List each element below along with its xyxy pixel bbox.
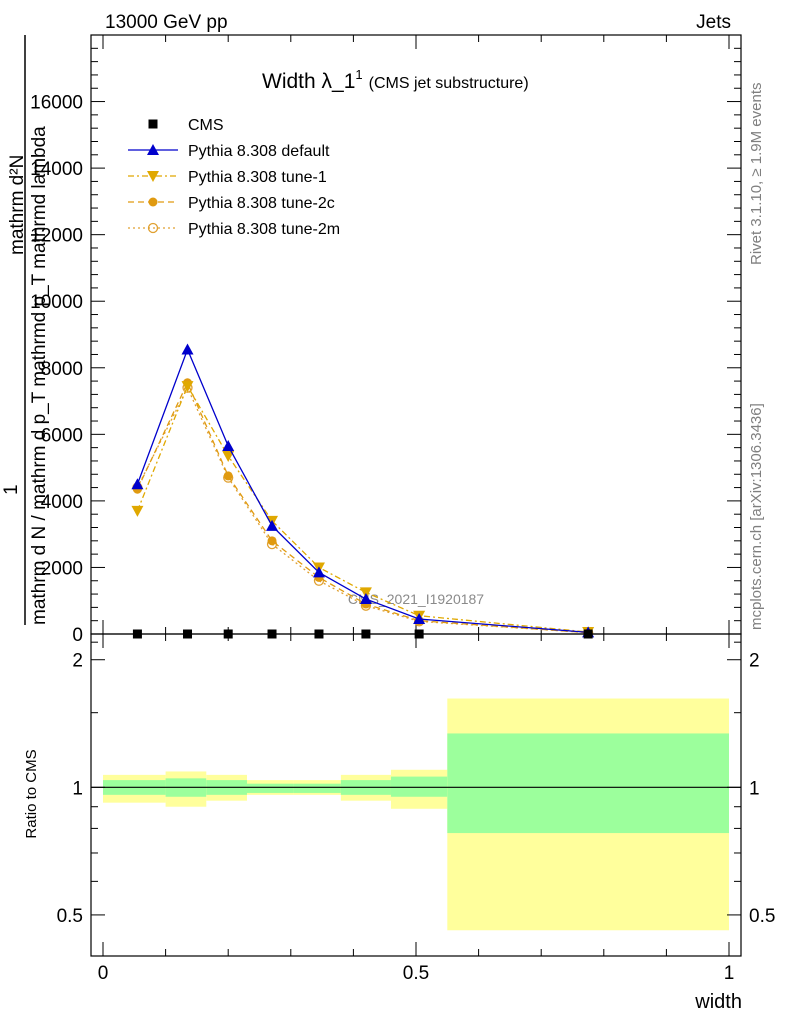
point-pythia-8-308-tune-2c	[223, 471, 233, 481]
ylabel-top: mathrm d²N	[7, 155, 28, 255]
chart-subtitle: (CMS jet substructure)	[369, 75, 529, 92]
ratio-y-tick-label-right: 0.5	[749, 906, 775, 927]
ratio-y-tick-label-right: 1	[749, 778, 760, 799]
legend-label-pythia-8-308-tune-2m: Pythia 8.308 tune-2m	[188, 221, 340, 238]
ylabel-frac: mathrm d N / mathrm d p_T mathrmd p_T ma…	[29, 126, 50, 625]
mcplots-label: mcplots.cern.ch [arXiv:1306.3436]	[748, 403, 765, 630]
point-pythia-8-308-tune-2c	[267, 536, 277, 546]
legend-marker-pythia-8-308-tune-1	[147, 171, 159, 182]
main-y-tick-label: 16000	[30, 93, 83, 114]
main-y-tick-label: 12000	[30, 226, 83, 247]
ratio-bands	[91, 698, 741, 931]
watermark: CMS_2021_I1920187	[348, 591, 484, 607]
ratio-x-axis: 0 0.5 1	[98, 634, 735, 984]
main-y-tick-label: 2000	[41, 558, 83, 579]
point-pythia-8-308-default	[131, 478, 144, 490]
point-pythia-8-308-default	[266, 519, 279, 531]
ratio-inner-band	[293, 783, 341, 793]
point-pythia-8-308-default	[359, 593, 372, 605]
point-pythia-8-308-tune-1	[131, 505, 144, 517]
legend-label-pythia-8-308-tune-1: Pythia 8.308 tune-1	[188, 169, 327, 186]
ratio-y-axis: 0.5 0.5 1 1 2 2	[57, 641, 775, 927]
ratio-inner-band	[447, 733, 729, 834]
legend-marker-pythia-8-308-default	[147, 144, 159, 155]
ratio-ylabel: Ratio to CMS	[23, 749, 40, 838]
ratio-y-tick-label: 2	[72, 651, 83, 672]
series-line-pythia-8-308-default	[136, 347, 589, 633]
legend-marker-pythia-8-308-tune-2c	[148, 197, 158, 207]
legend-marker-pythia-8-308-tune-2m	[147, 222, 159, 234]
main-y-axis: 0 2000 4000 6000 8000 10000 12000 14000 16000	[30, 47, 741, 646]
rivet-label: Rivet 3.1.10, ≥ 1.9M events	[748, 83, 765, 266]
ratio-inner-band	[390, 776, 448, 797]
x-axis-label: width	[694, 991, 742, 1013]
point-pythia-8-308-tune-1	[222, 450, 235, 462]
point-pythia-8-308-tune-1	[181, 381, 194, 393]
header-left: 13000 GeV pp	[105, 12, 228, 33]
main-y-tick-label: 4000	[41, 492, 83, 513]
main-y-tick-label: 10000	[30, 292, 83, 313]
legend-marker-cms	[148, 119, 158, 129]
x-tick-label: 0.5	[403, 963, 429, 984]
main-y-tick-label: 8000	[41, 359, 83, 380]
point-pythia-8-308-default	[222, 439, 235, 451]
point-pythia-8-308-default	[312, 566, 325, 578]
legend-label-cms: CMS	[188, 117, 224, 134]
ylabel-num: 1	[1, 484, 22, 495]
series-line-pythia-8-308-tune-1	[136, 384, 589, 633]
x-tick-label: 0	[98, 963, 109, 984]
x-tick-label: 1	[724, 963, 735, 984]
main-y-tick-label: 0	[72, 625, 83, 646]
ratio-inner-band	[246, 783, 294, 793]
chart-title-sup: 1	[355, 67, 362, 82]
main-y-tick-label: 14000	[30, 159, 83, 180]
legend-label-pythia-8-308-tune-2c: Pythia 8.308 tune-2c	[188, 195, 335, 212]
ratio-y-tick-label: 1	[72, 778, 83, 799]
series-line-pythia-8-308-tune-2c	[136, 381, 589, 634]
point-pythia-8-308-default	[413, 613, 426, 625]
chart-title-main: Width λ_1	[262, 70, 355, 93]
legend-label-pythia-8-308-default: Pythia 8.308 default	[188, 143, 330, 160]
legend: CMS Pythia 8.308 default Pythia 8.308 tune…	[128, 117, 340, 238]
header-right: Jets	[696, 12, 731, 33]
ratio-y-tick-label-right: 2	[749, 651, 760, 672]
point-pythia-8-308-default	[181, 343, 194, 355]
ratio-y-tick-label: 0.5	[57, 906, 83, 927]
main-y-tick-label: 6000	[41, 425, 83, 446]
point-pythia-8-308-tune-1	[359, 587, 372, 599]
chart-title: Width λ_11 (CMS jet substructure)	[262, 67, 529, 93]
